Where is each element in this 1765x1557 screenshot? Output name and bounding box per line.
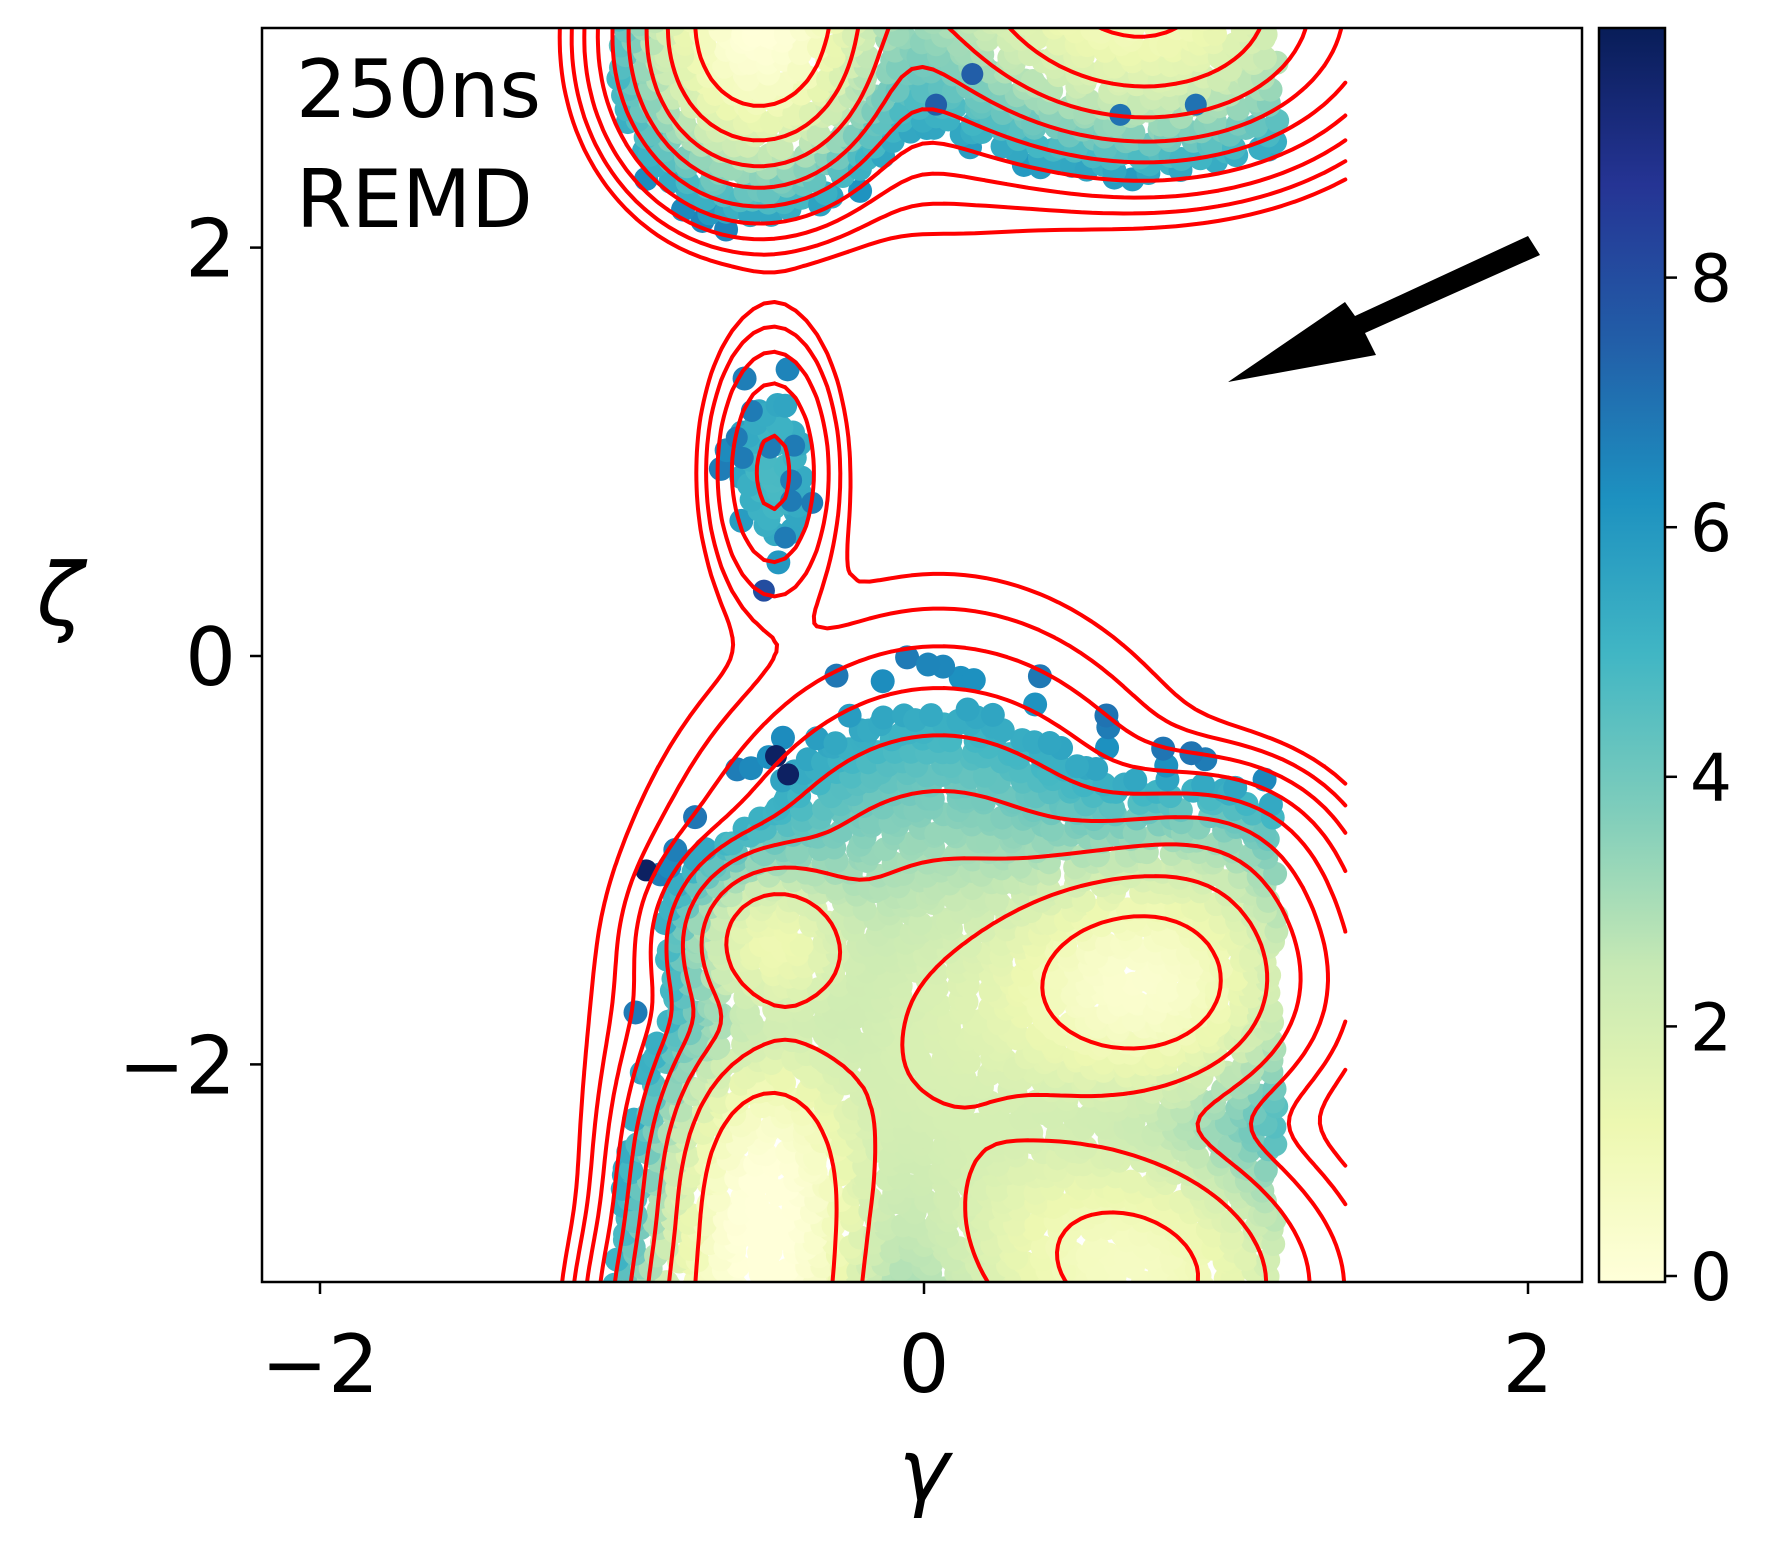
scatter-point	[682, 28, 702, 33]
scatter-point	[1037, 731, 1062, 756]
scatter-point	[1236, 28, 1259, 35]
scatter-point	[662, 28, 686, 37]
scatter-point	[1064, 754, 1089, 779]
scatter-point	[754, 1281, 762, 1282]
scatter-point	[870, 669, 895, 694]
y-tick-label: −2	[118, 1019, 236, 1112]
scatter-point	[705, 3, 729, 27]
colorbar-tick-label: 2	[1690, 989, 1732, 1066]
scatter-point	[955, 697, 980, 722]
scatter-point	[1131, 1279, 1146, 1282]
x-tick-label: 2	[1503, 1318, 1554, 1411]
x-tick-label: −2	[261, 1318, 379, 1411]
y-tick-label: 2	[185, 203, 236, 296]
scatter-point	[623, 1000, 648, 1025]
arrow-annotation	[1228, 236, 1540, 382]
scatter-point	[1031, 28, 1046, 31]
scatter-point	[864, 28, 874, 29]
colorbar-ticks: 0 2 4 6 8	[1665, 241, 1732, 1316]
scatter-point	[823, 731, 848, 756]
y-axis: −2 0 2	[118, 203, 262, 1112]
annotation-line-1: 250ns	[296, 43, 541, 136]
colorbar-tick-label: 4	[1690, 740, 1732, 817]
scatter-point	[1253, 1158, 1278, 1183]
scatter-points	[602, 3, 1290, 1282]
scatter-point	[980, 702, 1005, 727]
scatter-point	[777, 763, 800, 786]
x-tick-label: 0	[899, 1318, 950, 1411]
colorbar	[1597, 26, 1667, 1284]
scatter-point	[871, 705, 896, 730]
scatter-point	[810, 28, 834, 37]
scatter-point	[1228, 28, 1239, 30]
scatter-point	[919, 703, 944, 728]
scatter-point	[1024, 1212, 1049, 1237]
scatter-point	[1177, 28, 1191, 31]
scatter-point	[1157, 3, 1181, 27]
scatter-point	[1064, 1280, 1077, 1282]
y-tick-label: 0	[185, 611, 236, 704]
scatter-point	[1263, 1132, 1288, 1157]
scatter-point	[1233, 1247, 1258, 1272]
scatter-point	[961, 63, 984, 86]
scatter-point	[1274, 28, 1279, 29]
scatter-point	[719, 1279, 734, 1282]
scatter-point	[1185, 1144, 1210, 1169]
scatter-point	[1150, 28, 1159, 29]
scatter-point	[1023, 1281, 1031, 1282]
scatter-point	[916, 652, 941, 677]
scatter-point	[1118, 1169, 1143, 1194]
scatter-point	[1015, 28, 1038, 36]
scatter-point	[1203, 28, 1228, 46]
scatter-point	[740, 28, 764, 36]
y-axis-label: ζ	[36, 546, 88, 646]
scatter-point	[769, 28, 782, 30]
colorbar-tick-label: 0	[1690, 1239, 1732, 1316]
scatter-point	[949, 3, 973, 27]
scatter-point	[897, 28, 912, 31]
scatter-point	[916, 28, 931, 31]
scatter-point	[1123, 768, 1148, 793]
scatter-point	[781, 28, 789, 29]
scatter-point	[628, 1279, 643, 1282]
scatter-point	[958, 28, 980, 34]
scatter-point	[885, 28, 910, 48]
scatter-point	[988, 28, 1009, 34]
scatter-point	[889, 1257, 914, 1282]
x-axis-label: γ	[899, 1421, 954, 1521]
colorbar-tick-label: 6	[1690, 490, 1732, 567]
scatter-point	[1082, 28, 1094, 30]
scatter-point	[996, 1280, 1010, 1282]
scatter-point	[922, 28, 944, 35]
scatter-point	[1056, 28, 1079, 36]
annotation-line-2: REMD	[296, 153, 533, 246]
colorbar-tick-label: 8	[1690, 241, 1732, 318]
x-axis: −2 0 2	[261, 1282, 1553, 1411]
scatter-point	[774, 526, 797, 549]
